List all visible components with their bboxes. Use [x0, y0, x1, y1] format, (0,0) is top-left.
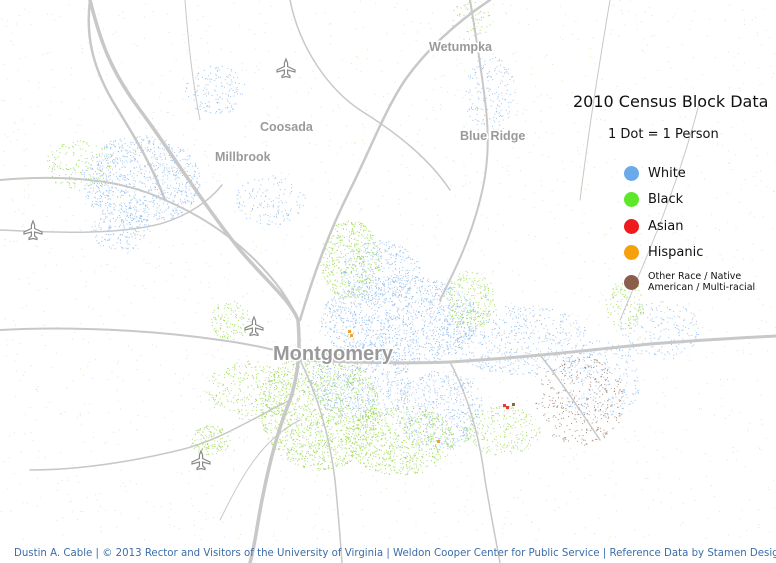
legend-label: Asian — [648, 218, 684, 234]
airplane-icon — [244, 315, 264, 337]
airplane-icon — [23, 219, 43, 241]
legend-label: White — [648, 165, 686, 181]
place-label-coosada: Coosada — [260, 120, 314, 134]
road-local-4 — [219, 419, 301, 521]
road-wetumpka — [439, 0, 489, 301]
legend-item-hispanic: Hispanic — [624, 240, 770, 267]
road-southwest — [29, 399, 291, 471]
road-south — [299, 359, 343, 563]
road-southeast — [449, 361, 501, 563]
legend-title: 2010 Census Block Data — [573, 92, 769, 111]
road-east-loop — [539, 354, 601, 441]
legend: 2010 Census Block Data 1 Dot = 1 Person … — [560, 92, 770, 298]
legend-label: Other Race / Native American / Multi-rac… — [648, 271, 756, 293]
highway-northeast — [298, 0, 492, 322]
attribution-text: Dustin A. Cable | © 2013 Rector and Visi… — [14, 548, 776, 559]
place-label-montgomery: Montgomery — [273, 343, 394, 365]
legend-label: Hispanic — [648, 245, 704, 261]
legend-subtitle: 1 Dot = 1 Person — [608, 127, 719, 142]
road-northwest — [0, 176, 299, 321]
road-local-1 — [184, 0, 201, 121]
highway-west-spur — [87, 0, 167, 202]
road-local-2 — [579, 0, 611, 201]
population-dots — [0, 0, 776, 541]
airplane-icon — [276, 57, 296, 79]
asian-dot-icon — [624, 218, 639, 234]
legend-item-white: White — [624, 160, 770, 187]
legend-item-black: Black — [624, 187, 770, 214]
place-labels: Wetumpka Coosada Millbrook Blue Ridge Mo… — [214, 39, 527, 367]
hispanic-dot-icon — [624, 245, 639, 261]
legend-items: White Black Asian Hispanic Other Race / … — [624, 160, 770, 298]
place-label-wetumpka: Wetumpka — [429, 40, 493, 54]
road-west — [0, 327, 301, 357]
other-dot-icon — [624, 274, 639, 290]
place-label-blue-ridge: Blue Ridge — [460, 129, 525, 143]
black-dot-icon — [624, 192, 639, 208]
road-north — [289, 0, 451, 191]
white-dot-icon — [624, 165, 639, 181]
legend-item-asian: Asian — [624, 213, 770, 240]
highway-i65 — [88, 0, 301, 563]
place-label-millbrook: Millbrook — [215, 150, 271, 164]
legend-item-other: Other Race / Native American / Multi-rac… — [624, 266, 770, 298]
airports — [23, 57, 296, 471]
airplane-icon — [191, 449, 211, 471]
road-local-3 — [619, 99, 701, 321]
legend-label: Black — [648, 192, 684, 208]
highway-i85 — [298, 334, 776, 365]
